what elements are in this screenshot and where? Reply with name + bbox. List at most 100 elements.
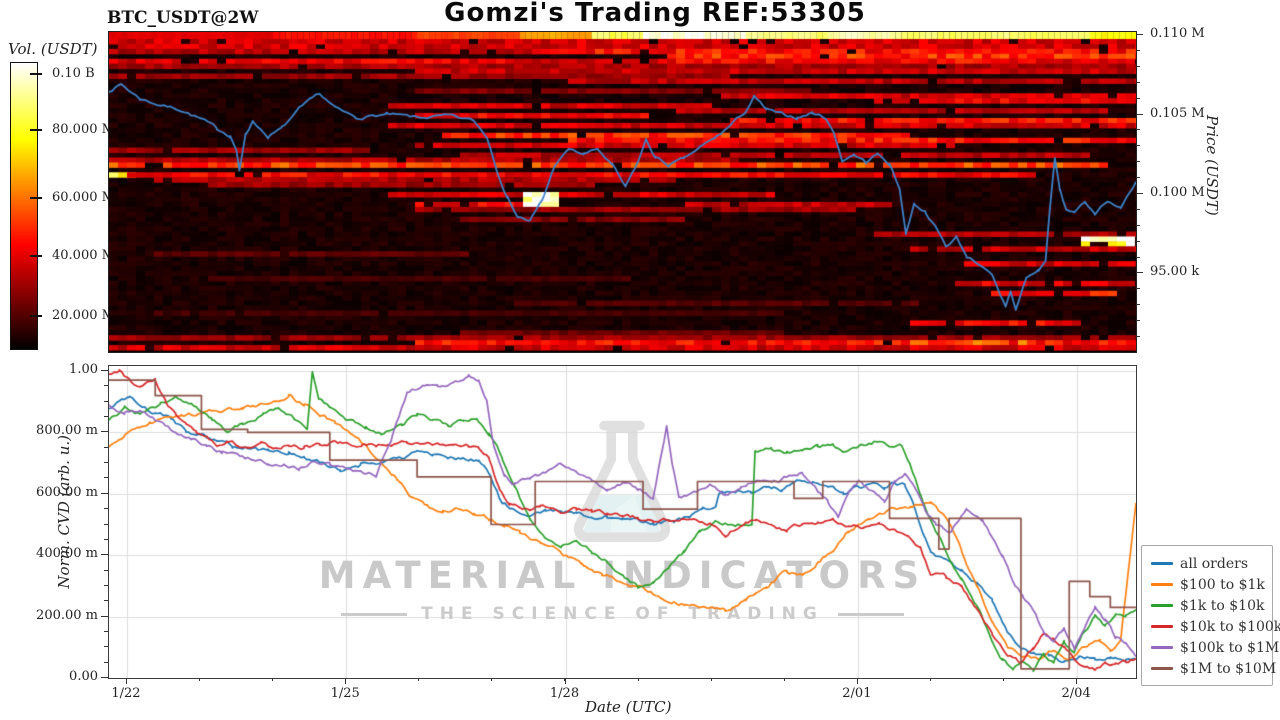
price-minor-tick	[1136, 304, 1140, 306]
date-minor-tick	[637, 678, 639, 681]
legend-label: $100k to $1M	[1180, 639, 1280, 656]
legend-item: $1M to $10M	[1151, 658, 1276, 679]
date-axis-label: Date (UTC)	[585, 698, 672, 716]
legend-line-swatch	[1151, 604, 1173, 607]
colorbar-tick-label: 40.000 M	[52, 248, 115, 264]
price-minor-tick	[1136, 224, 1140, 226]
legend-item: $1k to $10k	[1151, 595, 1265, 616]
date-major-tick	[125, 678, 127, 684]
cvd-tick-label: 1.00	[69, 362, 98, 377]
price-tick-label: 0.100 M	[1150, 184, 1205, 200]
date-tick-label: 1/28	[549, 686, 580, 701]
colorbar-tick-label: 20.000 M	[52, 307, 115, 323]
price-tick-label: 0.105 M	[1150, 105, 1205, 121]
cvd-minor-tick	[104, 508, 108, 510]
price-minor-tick	[1136, 177, 1140, 179]
date-major-tick	[564, 678, 566, 684]
price-major-tick	[1136, 272, 1143, 274]
colorbar-tick-label: 60.000 M	[52, 189, 115, 205]
cvd-legend: all orders $100 to $1k $1k to $10k $10k to …	[1141, 545, 1280, 686]
date-minor-tick	[929, 678, 931, 681]
cvd-minor-tick	[104, 477, 108, 479]
date-minor-tick	[491, 678, 493, 681]
legend-line-swatch	[1151, 667, 1173, 670]
colorbar-tick-label: 0.10 B	[52, 66, 95, 81]
legend-item: all orders	[1151, 553, 1263, 574]
cvd-tick-label: 0.00	[69, 669, 98, 684]
price-minor-tick	[1136, 256, 1140, 258]
cvd-minor-tick	[104, 584, 108, 586]
price-major-tick	[1136, 192, 1143, 194]
date-minor-tick	[1003, 678, 1005, 681]
legend-line-swatch	[1151, 625, 1173, 628]
cvd-panel: MATERIAL INDICATORS THE SCIENCE OF TRADI…	[108, 365, 1137, 679]
cvd-tick-label: 400.00 m	[36, 546, 98, 562]
cvd-minor-tick	[104, 400, 108, 402]
price-minor-tick	[1136, 240, 1140, 242]
legend-label: $10k to $100k	[1180, 618, 1280, 635]
cvd-minor-tick	[104, 446, 108, 448]
cvd-minor-tick	[104, 646, 108, 648]
price-axis-label: Price (USDT)	[1203, 115, 1221, 216]
price-minor-tick	[1136, 129, 1140, 131]
price-minor-tick	[1136, 288, 1140, 290]
colorbar-label: Vol. (USDT)	[8, 40, 98, 58]
cvd-tick-label: 800.00 m	[36, 423, 98, 439]
cvd-minor-tick	[104, 462, 108, 464]
legend-item: $100 to $1k	[1151, 574, 1265, 595]
price-major-tick	[1136, 113, 1143, 115]
date-minor-tick	[710, 678, 712, 681]
cvd-major-tick	[101, 431, 108, 433]
price-minor-tick	[1136, 97, 1140, 99]
cvd-minor-tick	[104, 600, 108, 602]
price-minor-tick	[1136, 81, 1140, 83]
legend-line-swatch	[1151, 562, 1173, 565]
price-minor-tick	[1136, 320, 1140, 322]
price-minor-tick	[1136, 161, 1140, 163]
date-major-tick	[1076, 678, 1078, 684]
date-tick-label: 2/04	[1061, 686, 1091, 701]
legend-item: $100k to $1M	[1151, 637, 1279, 658]
colorbar-tick-mark	[30, 73, 42, 75]
price-tick-label: 0.110 M	[1150, 26, 1205, 42]
date-tick-label: 2/01	[842, 686, 872, 701]
cvd-major-tick	[101, 492, 108, 494]
cvd-minor-tick	[104, 523, 108, 525]
cvd-lines-canvas	[109, 366, 1136, 678]
cvd-minor-tick	[104, 661, 108, 663]
legend-line-swatch	[1151, 646, 1173, 649]
price-major-tick	[1136, 34, 1143, 36]
cvd-minor-tick	[104, 630, 108, 632]
colorbar-tick-mark	[30, 196, 42, 199]
legend-label: $100 to $1k	[1180, 576, 1265, 593]
price-tick-label: 95.00 k	[1150, 264, 1200, 280]
volume-colorbar	[10, 62, 38, 350]
legend-label: all orders	[1180, 555, 1248, 572]
volume-heatmap-panel	[108, 31, 1137, 353]
price-minor-tick	[1136, 336, 1140, 338]
cvd-minor-tick	[104, 569, 108, 571]
date-tick-label: 1/22	[111, 686, 141, 701]
cvd-minor-tick	[104, 538, 108, 540]
symbol-title: BTC_USDT@2W	[107, 8, 259, 28]
price-minor-tick	[1136, 208, 1140, 210]
date-minor-tick	[418, 678, 420, 681]
legend-label: $1k to $10k	[1180, 597, 1265, 614]
date-minor-tick	[199, 678, 201, 681]
legend-label: $1M to $10M	[1180, 660, 1277, 677]
cvd-major-tick	[101, 677, 108, 678]
page-title: Gomzi's Trading REF:53305	[444, 0, 866, 28]
cvd-minor-tick	[104, 385, 108, 387]
colorbar-tick-label: 80.000 M	[52, 121, 115, 137]
date-minor-tick	[272, 678, 274, 681]
cvd-major-tick	[101, 615, 108, 617]
cvd-major-tick	[101, 554, 108, 556]
cvd-major-tick	[101, 370, 108, 371]
price-minor-tick	[1136, 49, 1140, 51]
colorbar-gradient	[11, 63, 37, 349]
colorbar-tick-mark	[30, 314, 42, 317]
colorbar-tick-mark	[30, 128, 42, 131]
cvd-tick-label: 200.00 m	[36, 607, 98, 623]
cvd-tick-label: 600.00 m	[36, 484, 98, 500]
